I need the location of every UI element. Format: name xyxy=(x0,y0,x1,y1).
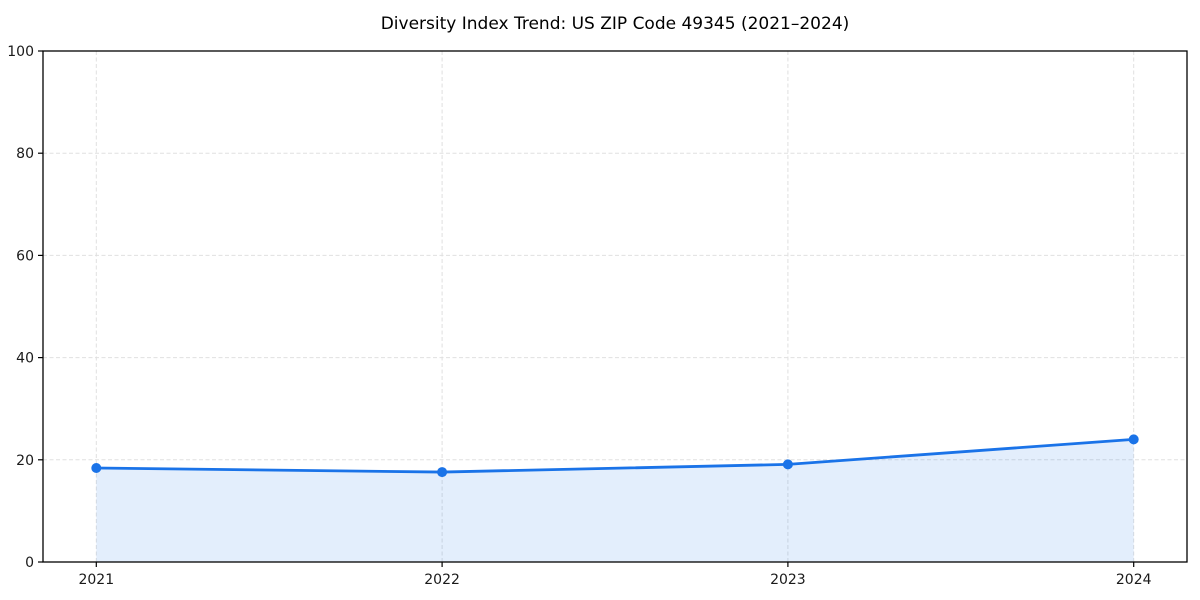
y-tick-label: 20 xyxy=(16,453,34,469)
x-tick-label: 2021 xyxy=(78,572,114,588)
tick-marks xyxy=(38,50,1135,567)
trend-line xyxy=(94,437,1136,474)
area-fill-path xyxy=(96,439,1134,562)
y-tick-label: 60 xyxy=(16,248,34,264)
y-tick-label: 80 xyxy=(16,146,34,162)
data-point-2021 xyxy=(91,462,102,473)
x-tick-label: 2024 xyxy=(1116,572,1152,588)
data-point-2023 xyxy=(782,459,793,470)
data-point-2022 xyxy=(437,467,448,478)
axes-box xyxy=(42,50,1188,563)
y-tick-label: 40 xyxy=(16,351,34,367)
data-points xyxy=(91,434,1139,478)
data-point-2024 xyxy=(1128,434,1139,445)
y-tick-label: 100 xyxy=(7,44,34,60)
trend-line-path xyxy=(94,437,1136,474)
chart-title: Diversity Index Trend: US ZIP Code 49345… xyxy=(381,14,850,34)
tick-labels: 0 20 40 60 80 100 2021 2022 2023 2024 xyxy=(7,44,1151,588)
area-fill xyxy=(96,439,1134,562)
axes-spines xyxy=(42,50,1188,563)
y-tick-label: 0 xyxy=(25,555,34,571)
x-tick-label: 2022 xyxy=(424,572,460,588)
x-tick-label: 2023 xyxy=(770,572,806,588)
